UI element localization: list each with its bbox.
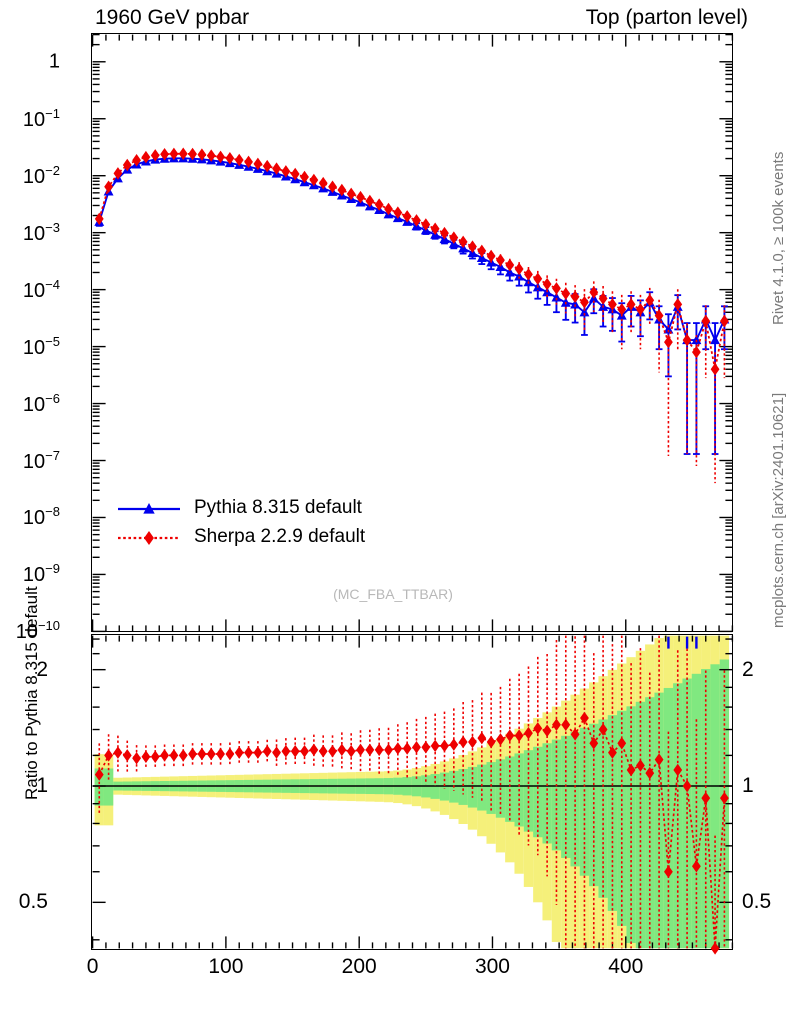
ratio-y-tick-label: 2	[742, 657, 754, 681]
main-plot-panel	[91, 33, 733, 632]
ratio-y-tick-label: 1	[36, 774, 48, 797]
ratio-y-tick-label: 0.5	[18, 890, 48, 914]
x-tick-label: 400	[608, 955, 644, 978]
legend-item-label: Sherpa 2.2.9 default	[194, 526, 366, 547]
ratio-y-tick-label: 0.5	[742, 890, 772, 914]
x-tick-label: 200	[341, 955, 377, 978]
header-right-label: Top (parton level)	[585, 6, 748, 29]
main-y-tick-label: 10−9	[22, 561, 60, 587]
main-y-tick-label: 10−2	[22, 162, 60, 188]
main-y-tick-label: 1	[48, 50, 60, 73]
analysis-watermark: (MC_FBA_TTBAR)	[333, 586, 453, 602]
main-y-tick-label: 10−4	[22, 276, 60, 302]
x-tick-label: 0	[86, 955, 99, 978]
rivet-version-label: Rivet 4.1.0, ≥ 100k events	[770, 151, 786, 325]
header-left-label: 1960 GeV ppbar	[95, 6, 250, 29]
x-tick-label: 300	[474, 955, 510, 978]
legend-item-label: Pythia 8.315 default	[194, 497, 362, 518]
main-y-tick-label: 10−1	[22, 105, 60, 131]
ratio-plot-panel	[91, 634, 733, 950]
ratio-y-tick-label: 2	[36, 657, 48, 681]
main-y-tick-label: 10−7	[22, 447, 60, 473]
main-y-tick-label: 10−6	[22, 390, 60, 416]
main-y-tick-label: 10−3	[22, 219, 60, 245]
x-tick-label: 100	[208, 955, 244, 978]
main-y-tick-label: 10−8	[22, 504, 60, 530]
ratio-y-tick-label: 1	[742, 774, 754, 797]
main-y-tick-label: 10−10	[15, 618, 60, 644]
main-y-tick-label: 10−5	[22, 333, 60, 359]
